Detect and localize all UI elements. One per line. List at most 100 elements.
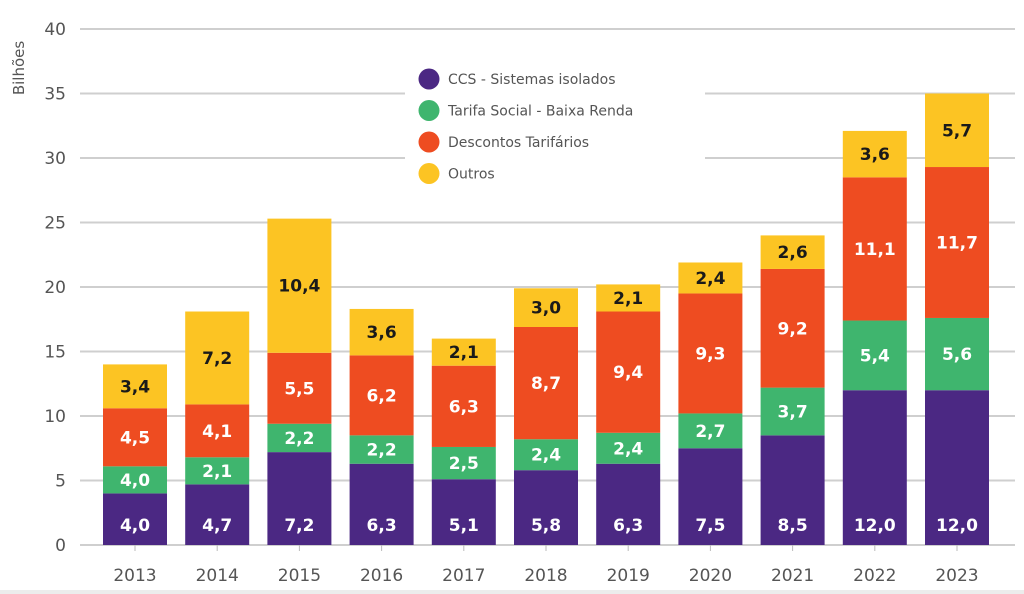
y-tick-label: 10	[44, 407, 66, 427]
bar-segment	[678, 448, 743, 545]
bar-segment	[431, 479, 496, 545]
bar-segment	[103, 493, 167, 545]
data-label: 2,4	[531, 446, 561, 466]
y-tick-label: 25	[44, 214, 66, 234]
bar-segment	[349, 308, 414, 356]
bar-segment	[925, 317, 989, 391]
bar-segment	[349, 463, 414, 545]
bar-segment	[760, 387, 825, 436]
x-tick-label: 2019	[607, 566, 650, 586]
data-label: 5,8	[531, 516, 561, 536]
x-tick-label: 2020	[689, 566, 732, 586]
x-tick-label: 2023	[935, 566, 978, 586]
bar-2019: 6,3 2,4 9,4 2,1	[596, 284, 661, 545]
legend-label: CCS - Sistemas isolados	[448, 72, 616, 88]
data-label: 5,4	[860, 346, 890, 366]
legend-label: Outros	[448, 167, 495, 183]
data-label: 9,4	[613, 363, 643, 383]
bar-2022: 12,0 5,4 11,1 3,6	[842, 130, 907, 545]
y-tick-label: 5	[55, 472, 66, 492]
bar-2018: 5,8 2,4 8,7 3,0	[514, 288, 578, 545]
bar-segment	[267, 423, 332, 453]
data-label: 2,1	[449, 343, 479, 363]
legend-marker	[418, 68, 440, 90]
data-label: 2,2	[284, 429, 314, 449]
bottom-divider	[0, 590, 1024, 594]
bar-2020: 7,5 2,7 9,3 2,4	[678, 262, 743, 545]
data-label: 4,0	[120, 471, 150, 491]
data-label: 7,5	[695, 516, 725, 536]
data-label: 6,3	[449, 397, 479, 417]
y-tick-label: 30	[44, 149, 66, 169]
x-tick-label: 2017	[442, 566, 485, 586]
x-tick-label: 2014	[196, 566, 239, 586]
data-label: 2,6	[778, 243, 808, 263]
x-tick-label: 2022	[853, 566, 896, 586]
data-label: 11,1	[854, 240, 896, 260]
bar-segment	[185, 404, 250, 458]
data-label: 2,2	[367, 441, 397, 461]
x-tick-label: 2015	[278, 566, 321, 586]
bar-segment	[267, 352, 332, 424]
bar-segment	[431, 365, 496, 447]
bar-segment	[103, 408, 167, 467]
data-label: 11,7	[936, 233, 978, 253]
bar-segment	[349, 355, 414, 436]
data-label: 2,7	[695, 422, 725, 442]
data-label: 6,3	[367, 516, 397, 536]
legend-marker	[418, 163, 440, 184]
data-label: 3,6	[860, 145, 890, 165]
data-label: 6,3	[613, 516, 643, 536]
bar-segment	[349, 435, 414, 464]
data-label: 2,4	[613, 439, 643, 459]
bar-2015: 7,2 2,2 5,5 10,4	[267, 218, 332, 545]
data-label: 5,6	[942, 345, 972, 365]
bar-segment	[760, 268, 825, 388]
bar-segment	[431, 338, 496, 366]
data-label: 4,1	[202, 422, 232, 442]
data-label: 3,0	[531, 299, 561, 319]
legend: CCS - Sistemas isolados Tarifa Social - B…	[405, 58, 705, 198]
data-label: 7,2	[202, 349, 232, 369]
bar-segment	[596, 463, 661, 545]
legend-marker	[418, 100, 440, 121]
legend-background	[405, 58, 705, 198]
bar-segment	[760, 435, 825, 545]
bar-segment	[596, 284, 661, 312]
bar-segment	[925, 93, 989, 168]
data-label: 4,0	[120, 516, 150, 536]
data-label: 8,5	[778, 516, 808, 536]
bar-segment	[842, 320, 907, 391]
y-axis: 0 5 10 15 20 25 30 35 40	[44, 20, 66, 556]
bar-2021: 8,5 3,7 9,2 2,6	[760, 235, 825, 545]
bar-segment	[267, 218, 332, 353]
bar-segment	[842, 177, 907, 321]
data-label: 6,2	[367, 386, 397, 406]
bar-segment	[925, 390, 989, 545]
bars: 4,0 4,0 4,5 3,4 4,7 2,1 4,1 7,2 7,2 2,2 5,5 10,4 6,3…	[103, 93, 989, 545]
bar-segment	[185, 311, 250, 405]
data-label: 3,7	[778, 402, 808, 422]
data-label: 2,5	[449, 454, 479, 474]
data-label: 7,2	[284, 516, 314, 536]
bar-segment	[103, 364, 167, 409]
bar-segment	[514, 470, 578, 545]
bar-segment	[842, 130, 907, 178]
data-label: 2,4	[695, 269, 725, 289]
y-tick-label: 40	[44, 20, 66, 40]
x-tick-label: 2016	[360, 566, 403, 586]
bar-2023: 12,0 5,6 11,7 5,7	[925, 93, 989, 545]
data-label: 12,0	[854, 516, 896, 536]
bar-2014: 4,7 2,1 4,1 7,2	[185, 311, 250, 545]
data-label: 8,7	[531, 374, 561, 394]
bar-segment	[514, 439, 578, 471]
data-label: 2,1	[202, 462, 232, 482]
bar-segment	[596, 311, 661, 433]
data-label: 5,1	[449, 516, 479, 536]
bar-segment	[185, 457, 250, 485]
y-tick-label: 0	[55, 536, 66, 556]
legend-marker	[418, 131, 440, 153]
data-label: 2,1	[613, 289, 643, 309]
bar-segment	[431, 446, 496, 480]
